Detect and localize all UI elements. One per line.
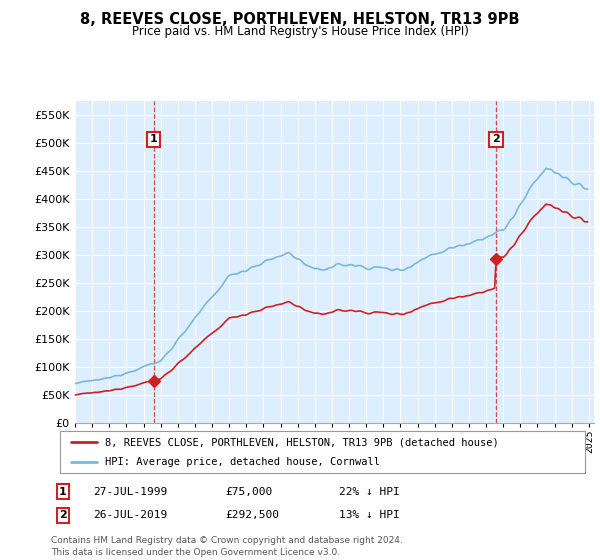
Text: 1: 1: [149, 134, 157, 144]
Text: Price paid vs. HM Land Registry's House Price Index (HPI): Price paid vs. HM Land Registry's House …: [131, 25, 469, 38]
Text: 2: 2: [492, 134, 500, 144]
Text: 8, REEVES CLOSE, PORTHLEVEN, HELSTON, TR13 9PB (detached house): 8, REEVES CLOSE, PORTHLEVEN, HELSTON, TR…: [104, 437, 499, 447]
Text: £292,500: £292,500: [225, 510, 279, 520]
Text: 13% ↓ HPI: 13% ↓ HPI: [339, 510, 400, 520]
Text: 26-JUL-2019: 26-JUL-2019: [93, 510, 167, 520]
Text: 22% ↓ HPI: 22% ↓ HPI: [339, 487, 400, 497]
Text: £75,000: £75,000: [225, 487, 272, 497]
Text: HPI: Average price, detached house, Cornwall: HPI: Average price, detached house, Corn…: [104, 457, 380, 466]
Text: 1: 1: [59, 487, 67, 497]
Text: 27-JUL-1999: 27-JUL-1999: [93, 487, 167, 497]
Text: Contains HM Land Registry data © Crown copyright and database right 2024.
This d: Contains HM Land Registry data © Crown c…: [51, 536, 403, 557]
Text: 8, REEVES CLOSE, PORTHLEVEN, HELSTON, TR13 9PB: 8, REEVES CLOSE, PORTHLEVEN, HELSTON, TR…: [80, 12, 520, 27]
Text: 2: 2: [59, 510, 67, 520]
